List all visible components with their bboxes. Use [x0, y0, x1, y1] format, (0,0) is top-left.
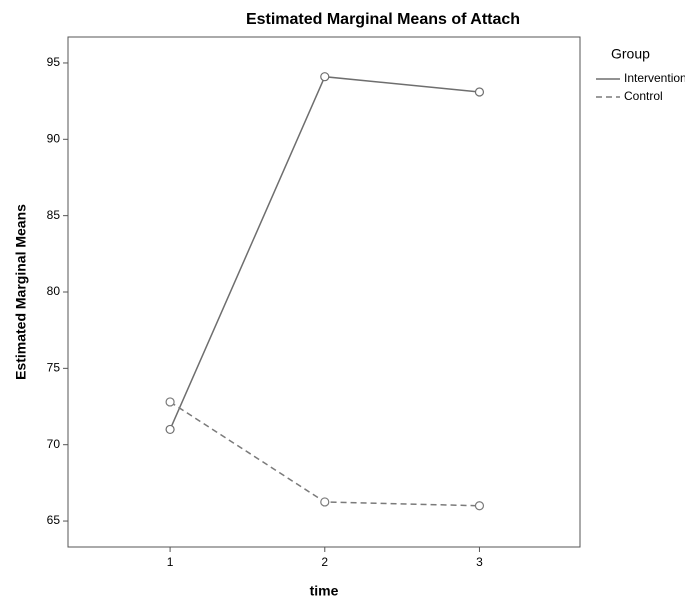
legend-title: Group [611, 46, 650, 62]
x-axis-label: time [310, 583, 339, 599]
legend-label: Intervention [624, 71, 685, 85]
y-tick-label: 80 [47, 284, 61, 298]
y-tick-label: 70 [47, 437, 61, 451]
point-marker [165, 397, 175, 407]
y-axis-label: Estimated Marginal Means [13, 204, 29, 380]
y-tick-label: 65 [47, 513, 61, 527]
chart-title: Estimated Marginal Means of Attach [246, 11, 520, 28]
plot-frame [67, 36, 581, 548]
point-marker [474, 501, 485, 511]
point-marker [165, 424, 175, 435]
x-tick-label: 2 [321, 555, 328, 569]
series-line [169, 75, 480, 430]
x-tick-label: 3 [476, 555, 483, 569]
legend-label: Control [624, 89, 663, 103]
point-marker [320, 72, 330, 82]
y-tick-label: 90 [47, 131, 61, 145]
point-marker [474, 87, 485, 97]
point-marker [320, 497, 330, 507]
y-tick-label: 85 [47, 208, 61, 222]
x-tick-label: 1 [167, 555, 174, 569]
y-tick-label: 75 [47, 361, 61, 375]
y-tick-label: 95 [47, 55, 61, 69]
series-line [169, 401, 480, 507]
